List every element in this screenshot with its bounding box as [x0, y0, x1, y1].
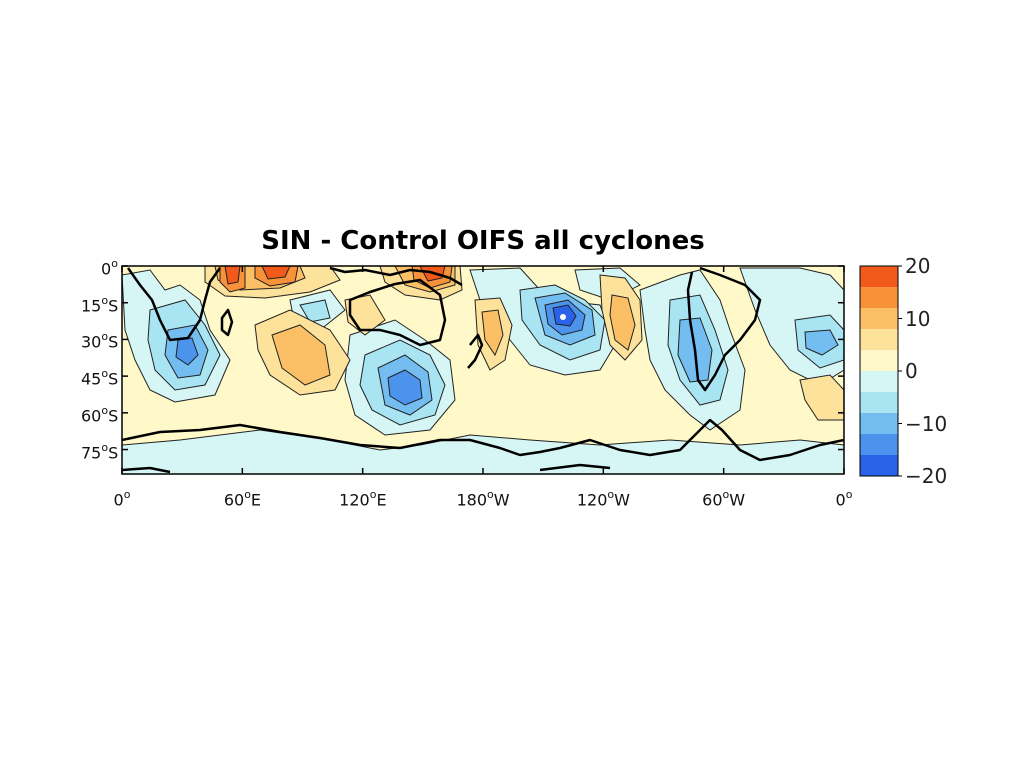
- colorbar-swatch: [860, 371, 898, 393]
- y_ticks-label-5: 75oS: [81, 440, 119, 462]
- colorbar-swatch: [860, 350, 898, 372]
- colorbar-swatch: [860, 287, 898, 309]
- extreme-positive-regions: [224, 266, 446, 285]
- x_ticks-label-6: 0o: [835, 488, 853, 510]
- colorbar-label-2: 0: [905, 359, 918, 383]
- colorbar: [859, 265, 902, 477]
- x_ticks-label-1: 60oE: [223, 488, 262, 510]
- y_ticks-label-0: 0o: [101, 257, 118, 279]
- x_ticks-label-4: 120oW: [576, 488, 630, 510]
- y_ticks-label-3: 45oS: [81, 367, 119, 389]
- colorbar-label-0: 20: [905, 254, 931, 278]
- x_ticks-label-2: 120oE: [339, 488, 387, 510]
- coastlines: [122, 266, 844, 474]
- map-title: SIN - Control OIFS all cyclones: [261, 226, 705, 256]
- y_ticks-label-2: 30oS: [81, 330, 119, 352]
- x_ticks-label-5: 60oW: [702, 488, 746, 510]
- y_ticks-label-1: 15oS: [81, 293, 119, 316]
- colorbar-swatch: [860, 434, 898, 456]
- colorbar-label-4: −20: [905, 464, 948, 488]
- minimum-marker: [560, 314, 566, 320]
- x_ticks-label-0: 0o: [113, 488, 131, 510]
- colorbar-swatch: [860, 455, 898, 477]
- colorbar-swatch: [860, 392, 898, 414]
- tick-marks: [121, 265, 845, 474]
- colorbar-swatch: [860, 266, 898, 288]
- colorbar-swatch: [860, 329, 898, 351]
- colorbar-swatch: [860, 308, 898, 330]
- x_ticks-label-3: 180oW: [456, 488, 510, 510]
- colorbar-label-3: −10: [905, 411, 948, 436]
- colorbar-swatch: [860, 413, 898, 435]
- field-layer: [122, 266, 844, 474]
- colorbar-label-1: 10: [905, 306, 931, 331]
- y_ticks-label-4: 60oS: [81, 403, 119, 426]
